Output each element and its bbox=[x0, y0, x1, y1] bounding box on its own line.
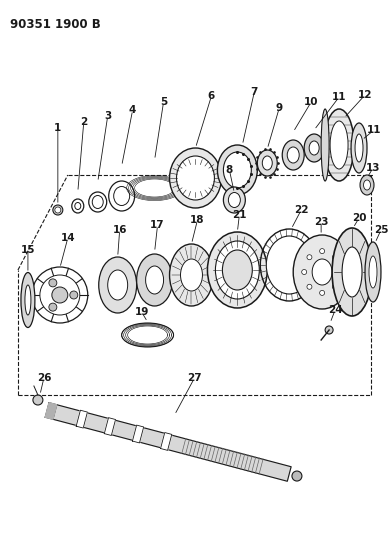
Ellipse shape bbox=[363, 180, 370, 190]
Polygon shape bbox=[104, 418, 115, 435]
Ellipse shape bbox=[293, 235, 351, 309]
Circle shape bbox=[302, 270, 307, 274]
Text: 19: 19 bbox=[135, 307, 149, 317]
Ellipse shape bbox=[332, 228, 372, 316]
Ellipse shape bbox=[145, 266, 163, 294]
Ellipse shape bbox=[170, 244, 213, 306]
Text: 11: 11 bbox=[367, 125, 381, 135]
Ellipse shape bbox=[324, 109, 354, 181]
Circle shape bbox=[338, 270, 342, 274]
Text: 25: 25 bbox=[374, 225, 388, 235]
Circle shape bbox=[55, 207, 61, 213]
Ellipse shape bbox=[99, 257, 136, 313]
Circle shape bbox=[70, 291, 78, 299]
Circle shape bbox=[325, 326, 333, 334]
Circle shape bbox=[307, 284, 312, 289]
Ellipse shape bbox=[223, 152, 251, 188]
Text: 11: 11 bbox=[332, 92, 346, 102]
Text: 15: 15 bbox=[21, 245, 35, 255]
Ellipse shape bbox=[222, 250, 252, 290]
Ellipse shape bbox=[351, 123, 367, 173]
Text: 8: 8 bbox=[226, 165, 233, 175]
Circle shape bbox=[49, 279, 57, 287]
Text: 14: 14 bbox=[60, 233, 75, 243]
Text: 1: 1 bbox=[54, 123, 62, 133]
Ellipse shape bbox=[223, 187, 245, 213]
Circle shape bbox=[332, 255, 337, 260]
Circle shape bbox=[320, 248, 324, 254]
Text: 18: 18 bbox=[190, 215, 205, 225]
Circle shape bbox=[53, 205, 63, 215]
Ellipse shape bbox=[355, 134, 363, 162]
Ellipse shape bbox=[136, 254, 172, 306]
Ellipse shape bbox=[321, 109, 329, 181]
Ellipse shape bbox=[92, 196, 103, 208]
Ellipse shape bbox=[369, 256, 377, 288]
Ellipse shape bbox=[287, 147, 299, 163]
Circle shape bbox=[49, 303, 57, 311]
Ellipse shape bbox=[229, 192, 240, 207]
Circle shape bbox=[292, 471, 302, 481]
Ellipse shape bbox=[282, 140, 304, 170]
Ellipse shape bbox=[330, 121, 348, 169]
Text: 4: 4 bbox=[129, 105, 136, 115]
Circle shape bbox=[40, 275, 80, 315]
Ellipse shape bbox=[25, 285, 31, 315]
Circle shape bbox=[307, 255, 312, 260]
Polygon shape bbox=[76, 410, 87, 428]
Text: 13: 13 bbox=[366, 163, 380, 173]
Ellipse shape bbox=[266, 236, 312, 294]
Ellipse shape bbox=[309, 141, 319, 155]
Ellipse shape bbox=[262, 156, 272, 170]
Text: 20: 20 bbox=[352, 213, 366, 223]
Ellipse shape bbox=[257, 150, 277, 176]
Circle shape bbox=[52, 287, 68, 303]
Text: 26: 26 bbox=[37, 373, 51, 383]
Ellipse shape bbox=[177, 156, 215, 200]
Circle shape bbox=[33, 395, 43, 405]
Text: 6: 6 bbox=[208, 91, 215, 101]
Text: 17: 17 bbox=[150, 220, 165, 230]
Polygon shape bbox=[161, 433, 172, 450]
Text: 5: 5 bbox=[160, 97, 167, 107]
Ellipse shape bbox=[312, 259, 332, 285]
Text: 24: 24 bbox=[328, 305, 342, 315]
Ellipse shape bbox=[360, 175, 374, 195]
Ellipse shape bbox=[365, 242, 381, 302]
Circle shape bbox=[332, 284, 337, 289]
Text: 21: 21 bbox=[232, 210, 246, 220]
Text: 7: 7 bbox=[251, 87, 258, 97]
Ellipse shape bbox=[342, 247, 362, 297]
Ellipse shape bbox=[114, 187, 129, 206]
Ellipse shape bbox=[170, 148, 222, 208]
Ellipse shape bbox=[181, 259, 202, 291]
Ellipse shape bbox=[21, 272, 35, 327]
Ellipse shape bbox=[207, 232, 267, 308]
Text: 10: 10 bbox=[304, 97, 318, 107]
Text: 22: 22 bbox=[294, 205, 308, 215]
Text: 23: 23 bbox=[314, 217, 328, 227]
Polygon shape bbox=[133, 425, 144, 443]
Ellipse shape bbox=[217, 145, 257, 195]
Ellipse shape bbox=[304, 134, 324, 162]
Text: 9: 9 bbox=[276, 103, 283, 113]
Text: 12: 12 bbox=[358, 90, 372, 100]
Text: 16: 16 bbox=[112, 225, 127, 235]
Text: 90351 1900 B: 90351 1900 B bbox=[10, 18, 101, 31]
Text: 27: 27 bbox=[187, 373, 202, 383]
Text: 3: 3 bbox=[104, 111, 111, 121]
Polygon shape bbox=[45, 403, 57, 419]
Text: 2: 2 bbox=[80, 117, 87, 127]
Circle shape bbox=[320, 290, 324, 295]
Polygon shape bbox=[53, 405, 291, 481]
Ellipse shape bbox=[215, 241, 259, 299]
Ellipse shape bbox=[108, 270, 128, 300]
